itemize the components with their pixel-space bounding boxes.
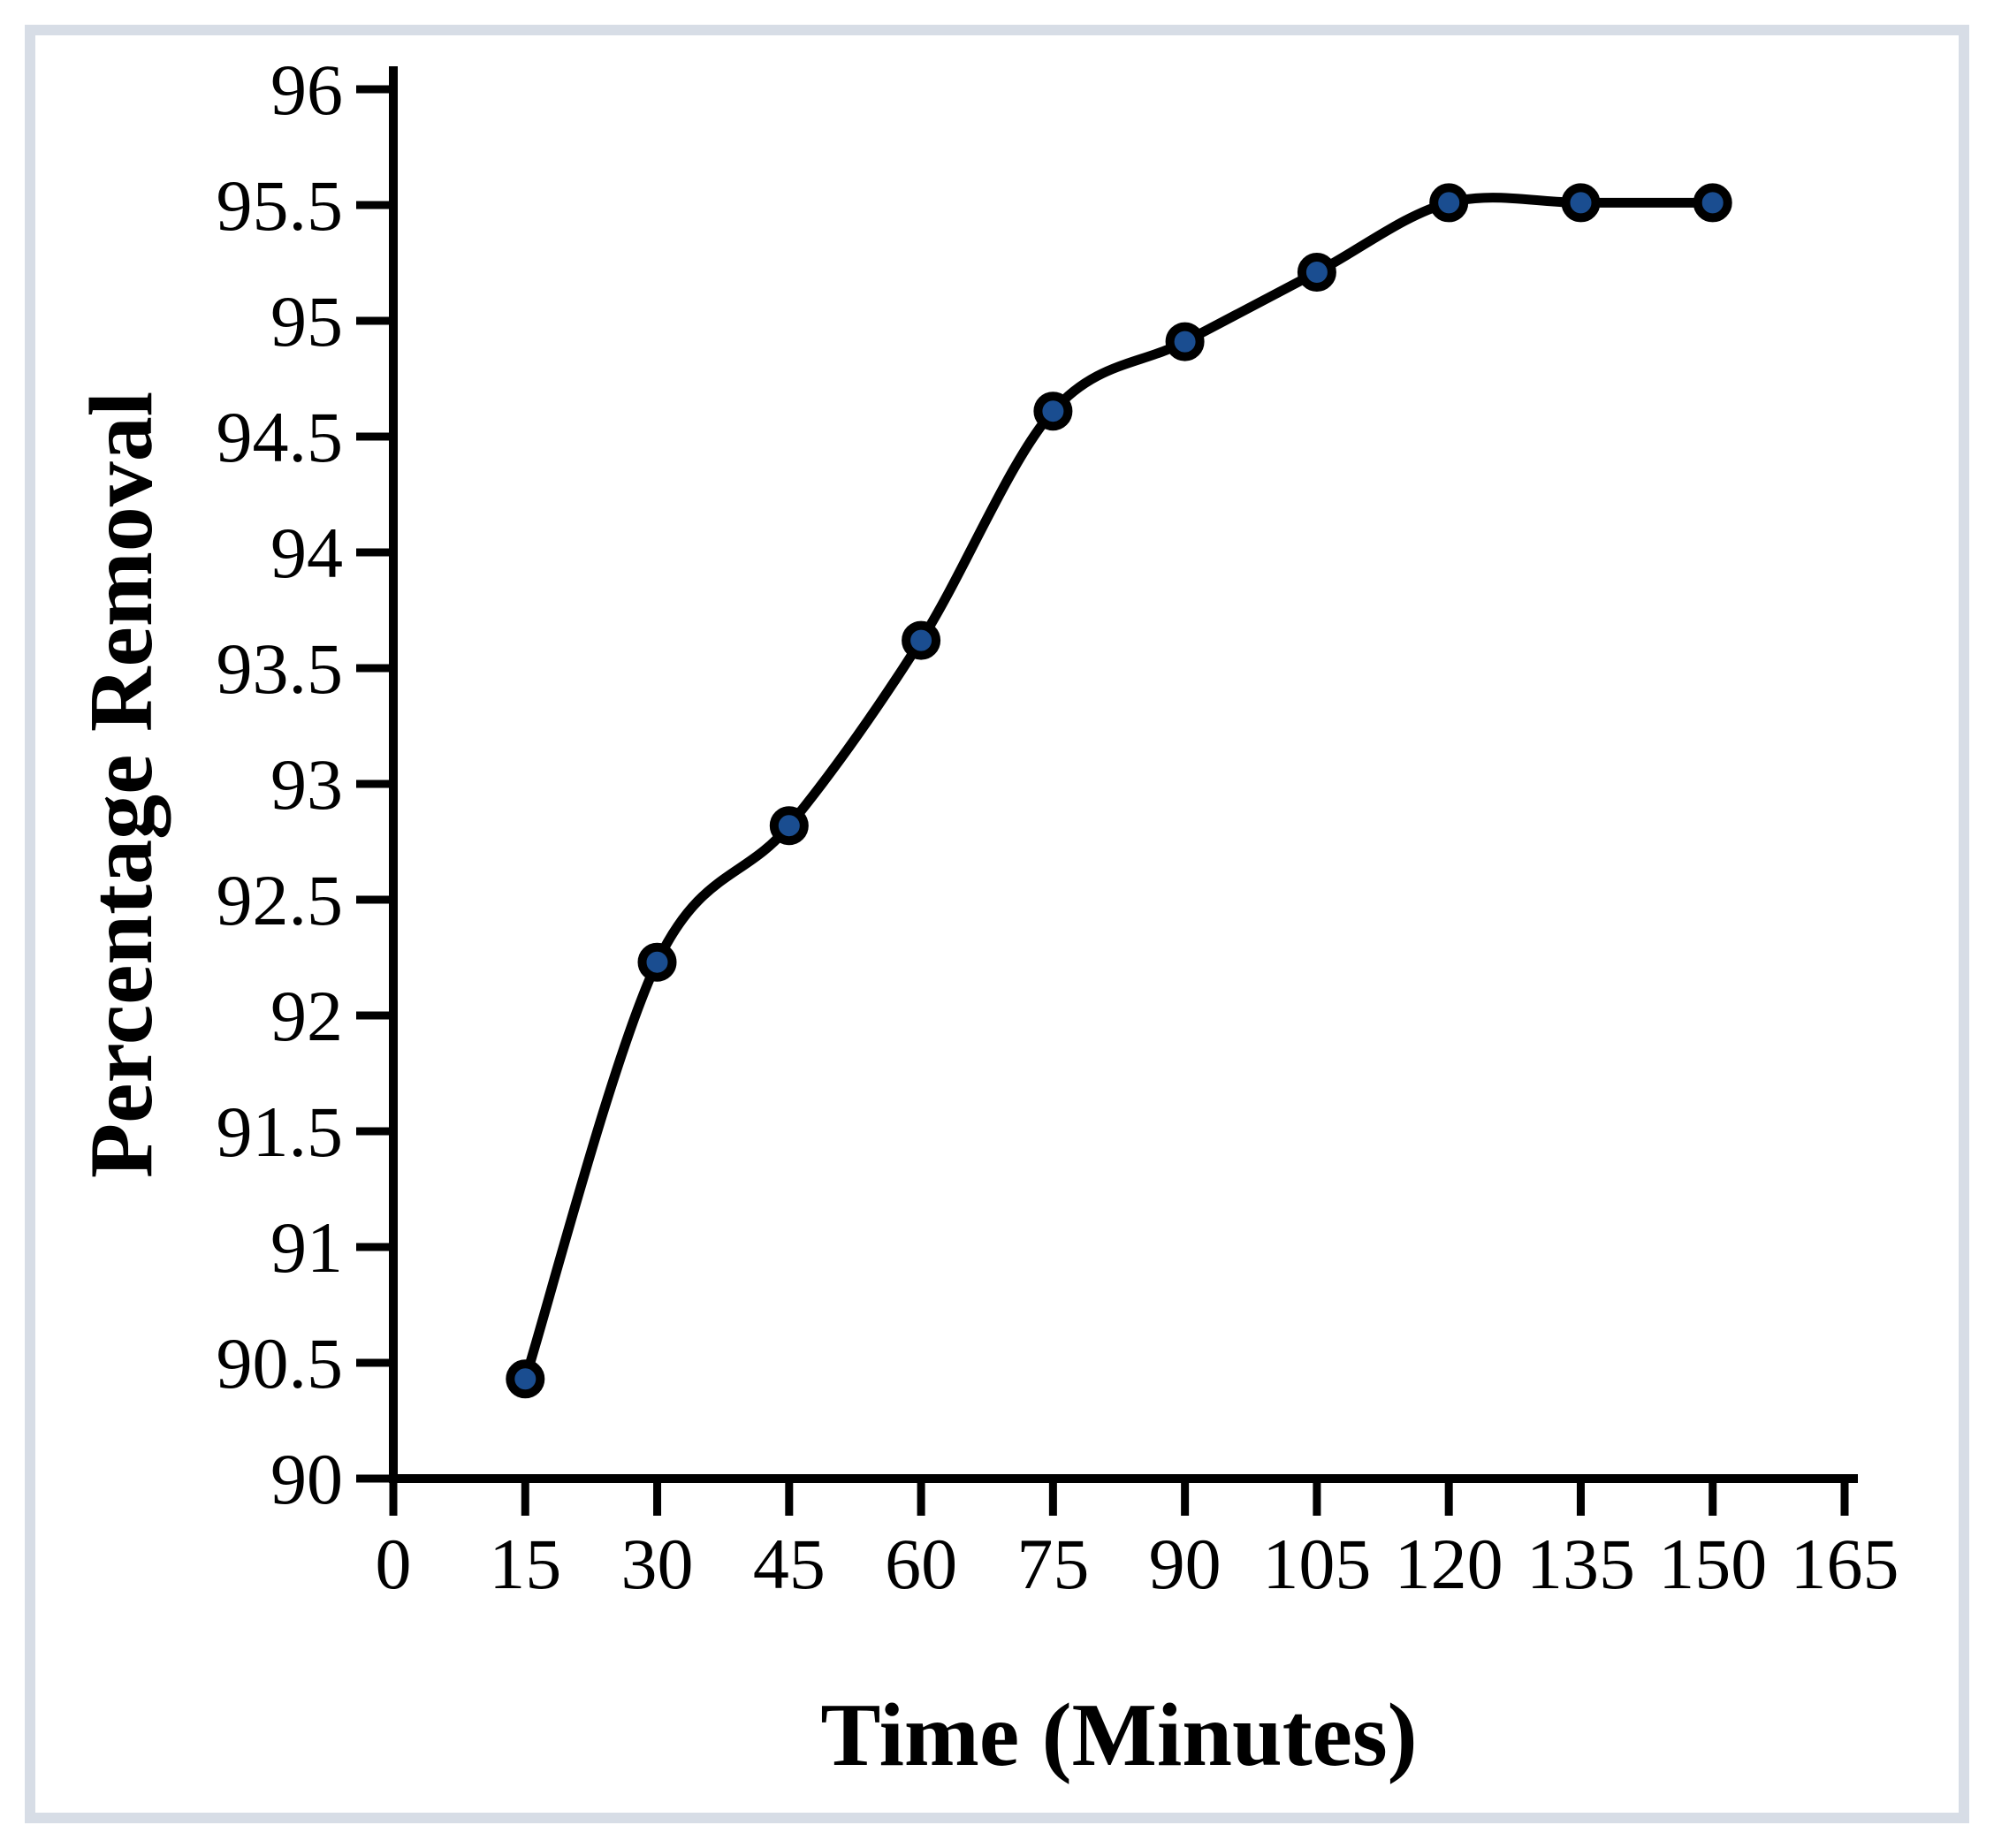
x-tick-label: 120 xyxy=(1395,1524,1503,1604)
data-point-marker xyxy=(506,1359,545,1399)
y-ticks xyxy=(356,85,393,1483)
x-tick-label: 135 xyxy=(1526,1524,1635,1604)
x-tick-label: 75 xyxy=(1016,1524,1089,1604)
data-series xyxy=(521,193,1713,1380)
y-tick-label: 91 xyxy=(270,1207,343,1288)
data-point-marker xyxy=(1429,183,1469,223)
data-point-marker xyxy=(902,620,941,660)
data-point-marker xyxy=(637,942,677,982)
y-tick-label: 90.5 xyxy=(217,1323,344,1403)
data-point-marker xyxy=(1033,392,1073,431)
x-tick-labels: 0 15 30 45 60 75 90 105 120 135 150 165 xyxy=(376,1524,1899,1604)
y-tick-label: 92 xyxy=(270,976,343,1056)
y-tick-label: 96 xyxy=(270,49,343,130)
x-tick-label: 30 xyxy=(621,1524,694,1604)
data-line xyxy=(521,193,1713,1380)
x-tick-label: 165 xyxy=(1791,1524,1899,1604)
axes xyxy=(389,66,1858,1483)
x-ticks xyxy=(389,1479,1849,1516)
data-point-marker xyxy=(769,806,809,846)
x-tick-label: 90 xyxy=(1149,1524,1222,1604)
y-tick-label: 90 xyxy=(270,1439,343,1519)
y-tick-label: 94 xyxy=(270,513,343,593)
data-markers xyxy=(506,183,1732,1399)
x-axis-title: Time (Minutes) xyxy=(820,1685,1418,1785)
data-point-marker xyxy=(1297,253,1336,292)
y-tick-label: 91.5 xyxy=(217,1091,344,1172)
y-tick-label: 93 xyxy=(270,744,343,825)
x-tick-label: 45 xyxy=(753,1524,826,1604)
data-point-marker xyxy=(1561,183,1601,223)
x-tick-label: 105 xyxy=(1262,1524,1371,1604)
x-tick-label: 60 xyxy=(885,1524,957,1604)
y-tick-labels: 90 90.5 91 91.5 92 92.5 93 93.5 94 94.5 95 95.5 96 xyxy=(217,49,344,1519)
y-tick-label: 95.5 xyxy=(217,165,344,246)
data-point-marker xyxy=(1165,322,1205,361)
y-tick-label: 93.5 xyxy=(217,628,344,709)
x-tick-label: 0 xyxy=(376,1524,412,1604)
y-axis-title: Percentage Removal xyxy=(72,391,171,1179)
y-tick-label: 95 xyxy=(270,281,343,361)
x-tick-label: 15 xyxy=(489,1524,561,1604)
x-tick-label: 150 xyxy=(1658,1524,1767,1604)
y-tick-label: 94.5 xyxy=(217,397,344,477)
data-point-marker xyxy=(1693,183,1732,223)
y-tick-label: 92.5 xyxy=(217,860,344,940)
